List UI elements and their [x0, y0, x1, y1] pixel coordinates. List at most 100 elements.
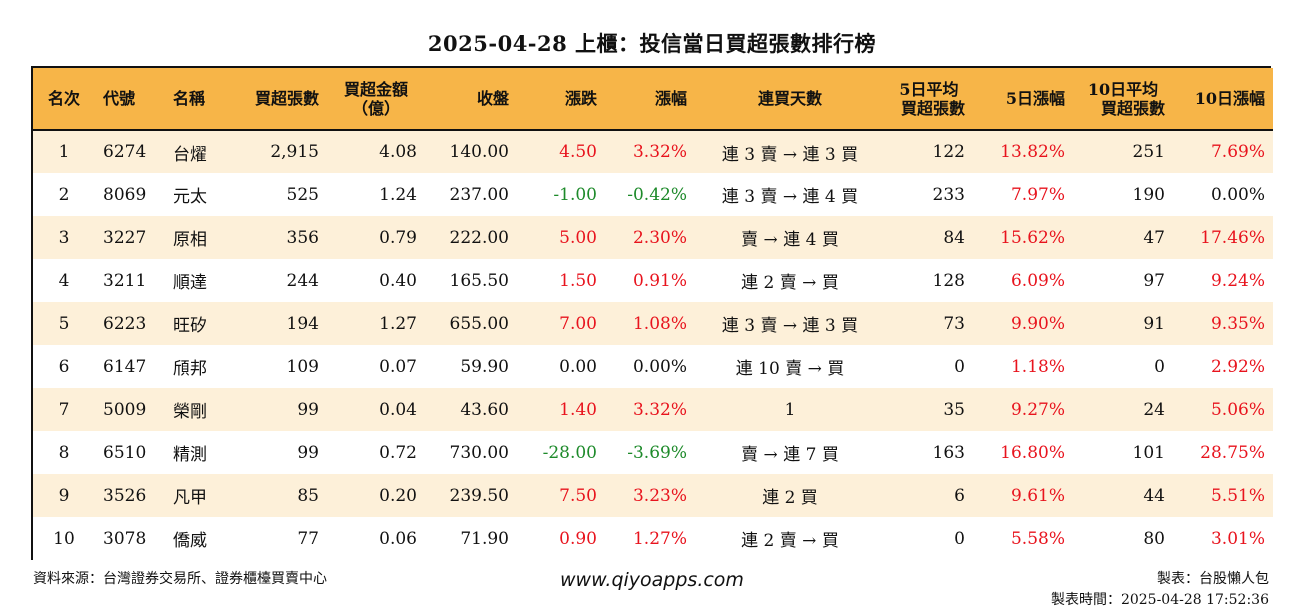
cell-chg10: 5.51% [1210, 485, 1265, 506]
cell-code: 5009 [103, 399, 147, 420]
header-avg10: 10日平均 買超張數 [1073, 68, 1173, 130]
cell-chg5: 6.09% [1010, 270, 1065, 291]
header-chg10: 10日漲幅 [1194, 89, 1265, 108]
header-net-buy-amount: 買超金額 （億） [327, 68, 425, 130]
cell-chg10: 7.69% [1210, 142, 1265, 162]
cell-change-pct: 3.32% [632, 142, 687, 162]
cell-code: 3526 [103, 485, 147, 506]
cell-change: 4.50 [559, 142, 597, 162]
cell-chg5: 5.58% [1010, 528, 1065, 549]
cell-code: 3078 [103, 528, 147, 549]
header-chg5: 5日漲幅 [1005, 89, 1065, 108]
cell-code: 8069 [103, 184, 147, 205]
header-avg5: 5日平均 買超張數 [885, 68, 973, 130]
cell-close: 222.00 [449, 227, 509, 248]
cell-close: 730.00 [449, 442, 509, 463]
cell-chg5: 13.82% [1000, 142, 1065, 162]
cell-avg10: 44 [1143, 485, 1165, 506]
header-net-buy-amount-line2: （億） [351, 98, 400, 118]
cell-close: 165.50 [449, 270, 509, 291]
table-body: 1 6274 台燿 2,915 4.08 140.00 4.50 3.32% 連 3 賣 → 連… [33, 130, 1273, 560]
website-link[interactable]: www.qiyoapps.com [560, 569, 744, 591]
header-net-buy-amount-line1: 買超金額 [343, 79, 408, 99]
cell-chg10: 28.75% [1200, 442, 1265, 463]
cell-change: -1.00 [553, 184, 597, 205]
cell-streak: 連 3 賣 → 連 3 買 [721, 144, 859, 165]
header-avg5-line1: 5日平均 [899, 79, 959, 99]
cell-rank: 10 [53, 528, 75, 549]
cell-avg5: 122 [932, 142, 965, 162]
cell-change: 1.50 [559, 270, 597, 291]
header-name: 名稱 [173, 89, 206, 108]
cell-name: 順達 [173, 273, 207, 293]
cell-streak: 連 3 賣 → 連 3 買 [721, 316, 859, 336]
cell-avg10: 190 [1132, 184, 1165, 205]
cell-code: 6147 [103, 356, 147, 377]
cell-close: 239.50 [449, 485, 509, 506]
table-row: 6 6147 頎邦 109 0.07 59.90 0.00 0.00% 連 10 賣 → 買 0 1… [33, 345, 1273, 388]
cell-change: 0.90 [559, 528, 597, 549]
cell-chg5: 16.80% [1000, 442, 1065, 463]
cell-change: 7.00 [559, 313, 597, 334]
cell-code: 3227 [103, 227, 147, 248]
cell-rank: 3 [58, 227, 70, 248]
cell-change-pct: 0.91% [632, 270, 687, 291]
header-streak: 連買天數 [757, 89, 822, 108]
cell-chg5: 15.62% [1000, 227, 1065, 248]
maker-label: 製表：台股懶人包 [1157, 571, 1269, 587]
cell-chg10: 3.01% [1210, 528, 1265, 549]
cell-chg5: 7.97% [1010, 184, 1065, 205]
cell-avg5: 0 [954, 528, 965, 549]
cell-rank: 8 [58, 442, 70, 463]
cell-avg10: 24 [1143, 399, 1165, 420]
cell-avg5: 35 [943, 399, 965, 420]
cell-name: 台燿 [173, 144, 207, 165]
cell-chg10: 17.46% [1200, 227, 1265, 248]
cell-chg10: 0.00% [1210, 184, 1265, 205]
cell-avg10: 101 [1132, 442, 1165, 463]
cell-chg10: 9.35% [1210, 313, 1265, 334]
cell-net-buy-lots: 194 [286, 313, 319, 334]
cell-change: -28.00 [542, 442, 597, 463]
cell-change-pct: 2.30% [632, 227, 687, 248]
cell-change-pct: 3.23% [632, 485, 687, 506]
cell-change-pct: -3.69% [627, 442, 687, 463]
cell-rank: 4 [58, 270, 70, 291]
cell-name: 元太 [173, 187, 207, 207]
header-avg10-line2: 買超張數 [1100, 98, 1165, 118]
cell-change-pct: 1.08% [632, 313, 687, 334]
cell-name: 原相 [173, 230, 207, 250]
cell-net-buy-amount: 0.20 [379, 485, 417, 506]
cell-net-buy-lots: 77 [297, 528, 319, 549]
cell-avg5: 6 [954, 485, 965, 506]
cell-net-buy-lots: 525 [286, 184, 319, 205]
table-row: 9 3526 凡甲 85 0.20 239.50 7.50 3.23% 連 2 買 6 9.61% 4… [33, 474, 1273, 517]
cell-change: 7.50 [559, 485, 597, 506]
cell-chg5: 9.61% [1010, 485, 1065, 506]
cell-avg5: 233 [932, 184, 965, 205]
cell-streak: 賣 → 連 4 買 [741, 230, 839, 250]
cell-code: 3211 [103, 270, 147, 291]
cell-chg10: 9.24% [1210, 270, 1265, 291]
cell-net-buy-amount: 0.72 [379, 442, 417, 463]
cell-streak: 賣 → 連 7 買 [741, 445, 839, 465]
header-avg5-line2: 買超張數 [900, 98, 965, 118]
ranking-table-container: 名次 代號 名稱 買超張數 買超金額 （億） 收盤 漲跌 漲幅 連買天數 5日平… [31, 66, 1273, 560]
cell-rank: 6 [58, 356, 70, 377]
cell-avg10: 91 [1143, 313, 1165, 334]
cell-streak: 連 2 賣 → 買 [741, 273, 839, 293]
cell-chg10: 2.92% [1210, 356, 1265, 377]
cell-close: 59.90 [460, 356, 509, 377]
header-net-buy-lots: 買超張數 [254, 89, 319, 108]
cell-close: 140.00 [449, 142, 509, 162]
cell-close: 237.00 [449, 184, 509, 205]
cell-change-pct: -0.42% [627, 184, 687, 205]
cell-name: 僑威 [173, 531, 207, 551]
table-row: 2 8069 元太 525 1.24 237.00 -1.00 -0.42% 連 3 賣 → 連… [33, 173, 1273, 216]
cell-net-buy-lots: 2,915 [270, 142, 319, 162]
cell-avg5: 128 [932, 270, 965, 291]
cell-streak: 連 2 賣 → 買 [741, 531, 839, 551]
header-avg10-line1: 10日平均 [1087, 79, 1159, 99]
cell-change-pct: 3.32% [632, 399, 687, 420]
cell-net-buy-amount: 0.07 [379, 356, 417, 377]
